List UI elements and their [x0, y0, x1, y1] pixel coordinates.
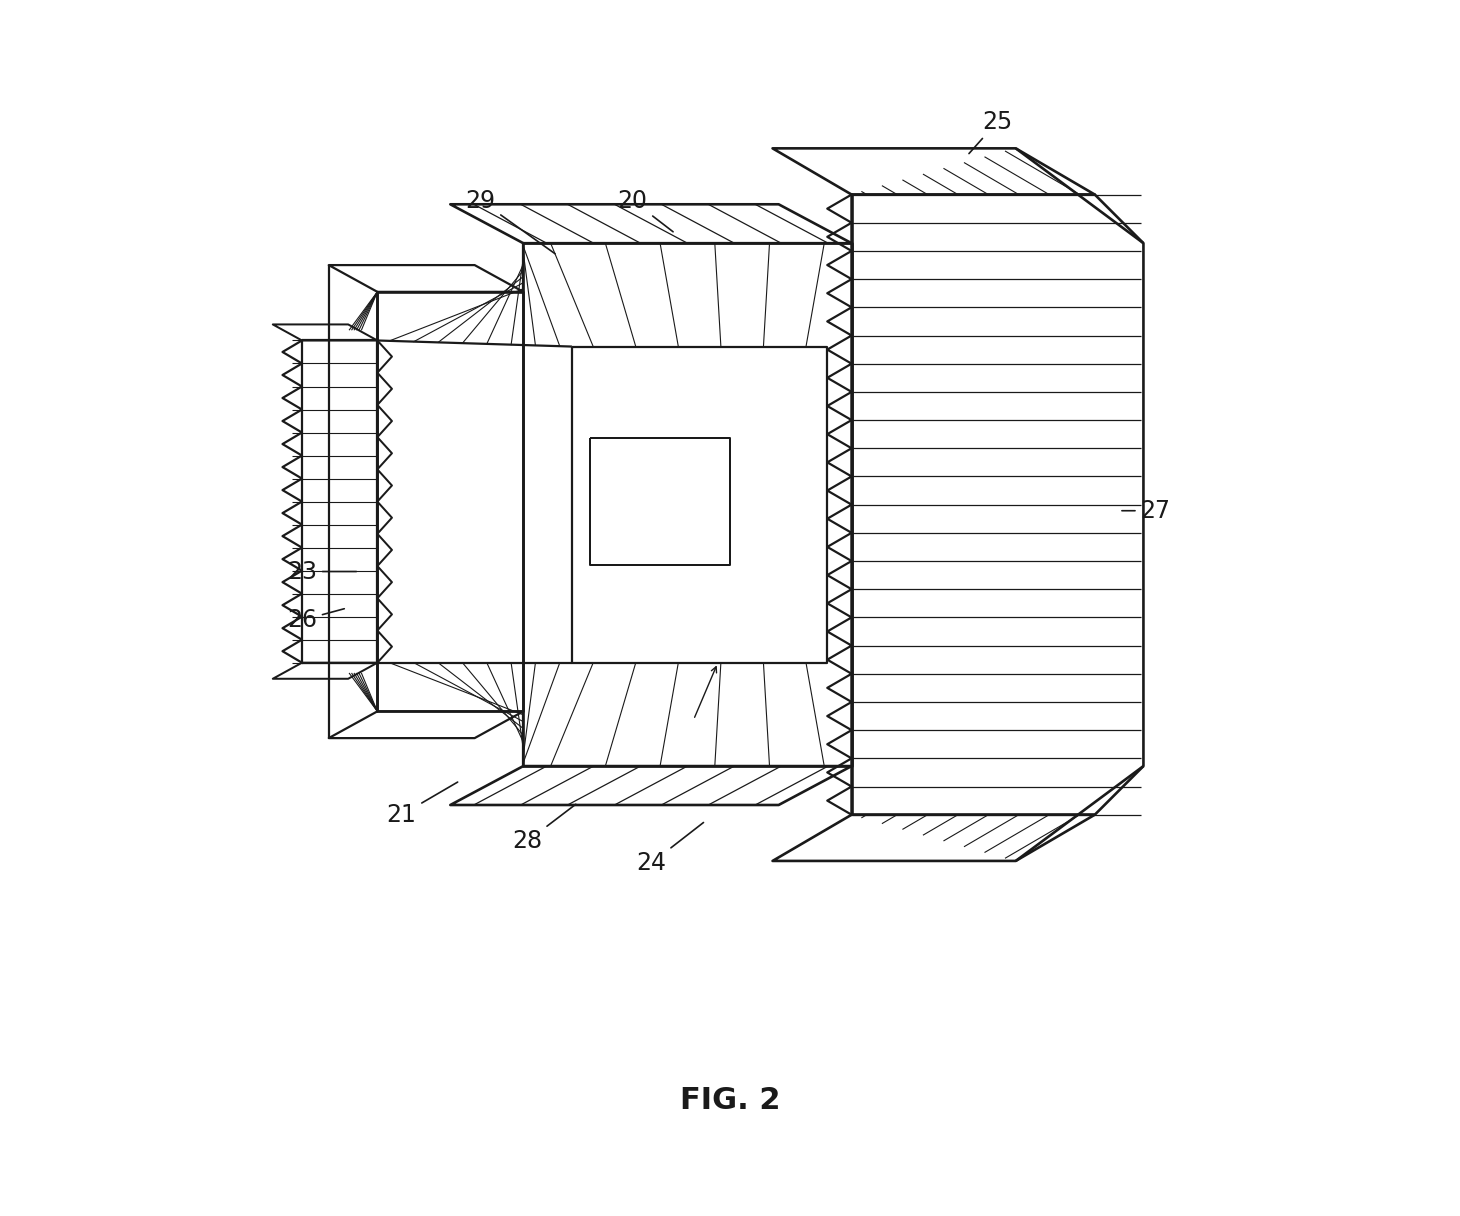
Text: 25: 25 — [969, 109, 1013, 153]
Text: 27: 27 — [1121, 499, 1171, 523]
Text: 23: 23 — [288, 559, 356, 584]
Text: 20: 20 — [618, 188, 673, 232]
Text: 28: 28 — [512, 804, 575, 854]
Text: 21: 21 — [387, 782, 457, 827]
Text: 29: 29 — [466, 188, 555, 254]
Text: 24: 24 — [637, 822, 704, 876]
Text: FIG. 2: FIG. 2 — [680, 1086, 780, 1115]
Text: 26: 26 — [288, 608, 345, 632]
